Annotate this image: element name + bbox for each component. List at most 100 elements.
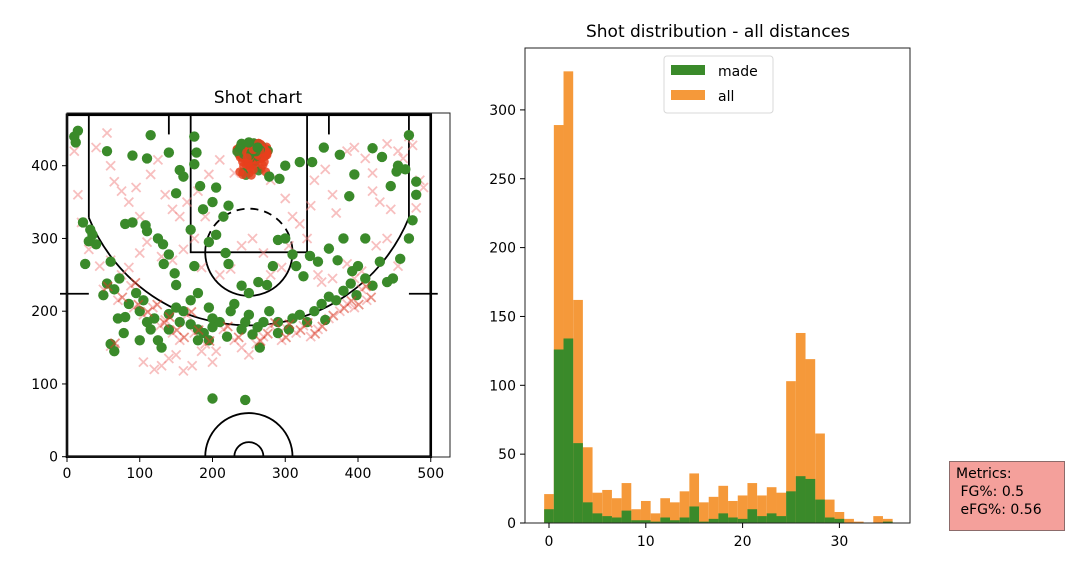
missed-shot-marker bbox=[174, 335, 185, 346]
made-shot-marker bbox=[77, 217, 89, 228]
y-tick-label: 300 bbox=[31, 231, 58, 247]
missed-x-stroke bbox=[411, 202, 422, 214]
missed-x-stroke bbox=[243, 349, 255, 360]
made-shot-marker bbox=[403, 233, 415, 244]
missed-x-stroke bbox=[123, 196, 134, 208]
missed-shot-marker bbox=[170, 349, 182, 360]
histogram-frame bbox=[524, 47, 911, 524]
made-shot-marker bbox=[194, 180, 206, 192]
missed-x-stroke bbox=[247, 233, 258, 244]
missed-x-stroke bbox=[301, 233, 313, 244]
histogram-bar-all bbox=[728, 500, 738, 523]
made-shot-marker bbox=[203, 236, 215, 248]
made-shot-marker bbox=[210, 229, 222, 241]
histogram-bar-all bbox=[611, 498, 622, 523]
missed-x-stroke bbox=[133, 299, 144, 310]
missed-x-stroke bbox=[149, 364, 160, 375]
missed-x-stroke bbox=[418, 182, 429, 193]
made-shot-marker bbox=[309, 306, 320, 317]
missed-shot-marker bbox=[258, 331, 269, 342]
made-shot-marker bbox=[170, 279, 182, 291]
missed-x-stroke bbox=[204, 335, 215, 347]
made-shot-marker bbox=[274, 173, 285, 184]
missed-x-stroke bbox=[392, 146, 404, 157]
missed-x-stroke bbox=[196, 262, 207, 273]
missed-shot-marker bbox=[130, 182, 142, 193]
histogram-x-axis: 0 10 20 30 bbox=[545, 523, 848, 550]
made-shot-marker bbox=[207, 322, 218, 333]
missed-x-stroke bbox=[178, 365, 189, 376]
histogram-bar-made bbox=[582, 502, 593, 523]
missed-shot-marker bbox=[69, 146, 80, 157]
missed-shot-marker bbox=[174, 211, 185, 222]
missed-shot-marker bbox=[411, 202, 422, 214]
missed-shot-marker bbox=[149, 364, 160, 375]
y-tick-label: 300 bbox=[489, 103, 516, 119]
missed-x-stroke bbox=[105, 160, 116, 171]
missed-shot-marker bbox=[302, 317, 313, 328]
histogram-bar-made bbox=[815, 499, 825, 523]
missed-shot-marker bbox=[134, 247, 145, 259]
made-shot-marker bbox=[130, 287, 142, 299]
made-shot-marker bbox=[169, 268, 180, 279]
missed-shot-marker bbox=[102, 281, 113, 292]
histogram-bar-made bbox=[766, 513, 777, 523]
dense-shot-marker bbox=[235, 167, 245, 177]
made-shot-marker bbox=[210, 182, 222, 193]
histogram-bar-all bbox=[650, 513, 661, 523]
made-shot-marker bbox=[134, 335, 145, 346]
made-shot-marker bbox=[352, 260, 364, 272]
made-shot-marker bbox=[376, 151, 388, 163]
histogram-bar-made bbox=[640, 520, 651, 523]
missed-shot-marker bbox=[276, 262, 287, 273]
missed-x-stroke bbox=[381, 233, 393, 244]
missed-x-stroke bbox=[367, 186, 378, 197]
made-shot-marker bbox=[120, 311, 131, 323]
made-shot-marker bbox=[272, 316, 284, 328]
made-shot-marker bbox=[170, 188, 182, 199]
made-shot-marker bbox=[157, 239, 169, 250]
missed-shot-marker bbox=[94, 260, 105, 272]
histogram-bar-all bbox=[679, 491, 690, 523]
histogram-bar-all bbox=[853, 521, 864, 523]
missed-x-stroke bbox=[276, 262, 287, 273]
histogram-bar-all bbox=[602, 489, 612, 523]
missed-x-stroke bbox=[356, 266, 367, 277]
missed-shot-marker bbox=[101, 127, 113, 139]
missed-x-stroke bbox=[284, 319, 295, 330]
missed-x-stroke bbox=[320, 164, 331, 175]
missed-shot-marker bbox=[116, 186, 127, 197]
histogram-bar-all bbox=[670, 502, 680, 523]
missed-shot-marker bbox=[367, 186, 378, 197]
metrics-efg: eFG%: 0.56 bbox=[956, 502, 1042, 518]
histogram-bar-made bbox=[795, 476, 806, 523]
made-shot-marker bbox=[163, 249, 175, 260]
missed-x-stroke bbox=[164, 311, 175, 323]
missed-x-stroke bbox=[381, 138, 393, 150]
made-shot-marker bbox=[101, 278, 113, 289]
missed-x-stroke bbox=[130, 277, 141, 288]
missed-x-stroke bbox=[189, 233, 200, 244]
legend-swatch-made bbox=[671, 65, 705, 75]
missed-x-stroke bbox=[262, 328, 273, 339]
missed-x-stroke bbox=[123, 262, 134, 273]
missed-x-stroke bbox=[145, 169, 156, 180]
made-shot-marker bbox=[298, 271, 309, 282]
made-shot-marker bbox=[178, 306, 189, 317]
histogram-bar-made bbox=[728, 517, 738, 523]
dense-shot-marker bbox=[242, 153, 252, 163]
made-shot-marker bbox=[243, 287, 255, 299]
histogram-bar-all bbox=[640, 500, 651, 523]
missed-shot-marker bbox=[349, 142, 360, 153]
missed-shot-marker bbox=[233, 332, 244, 343]
made-shot-marker bbox=[385, 180, 396, 192]
histogram-bar-made bbox=[786, 491, 796, 523]
missed-x-stroke bbox=[258, 247, 269, 259]
made-shot-marker bbox=[338, 233, 349, 244]
missed-shot-marker bbox=[123, 262, 134, 273]
y-tick-label: 250 bbox=[489, 172, 516, 188]
made-shot-marker bbox=[374, 256, 386, 267]
missed-x-stroke bbox=[112, 295, 124, 306]
made-shot-marker bbox=[163, 324, 175, 335]
made-shot-marker bbox=[264, 171, 275, 182]
